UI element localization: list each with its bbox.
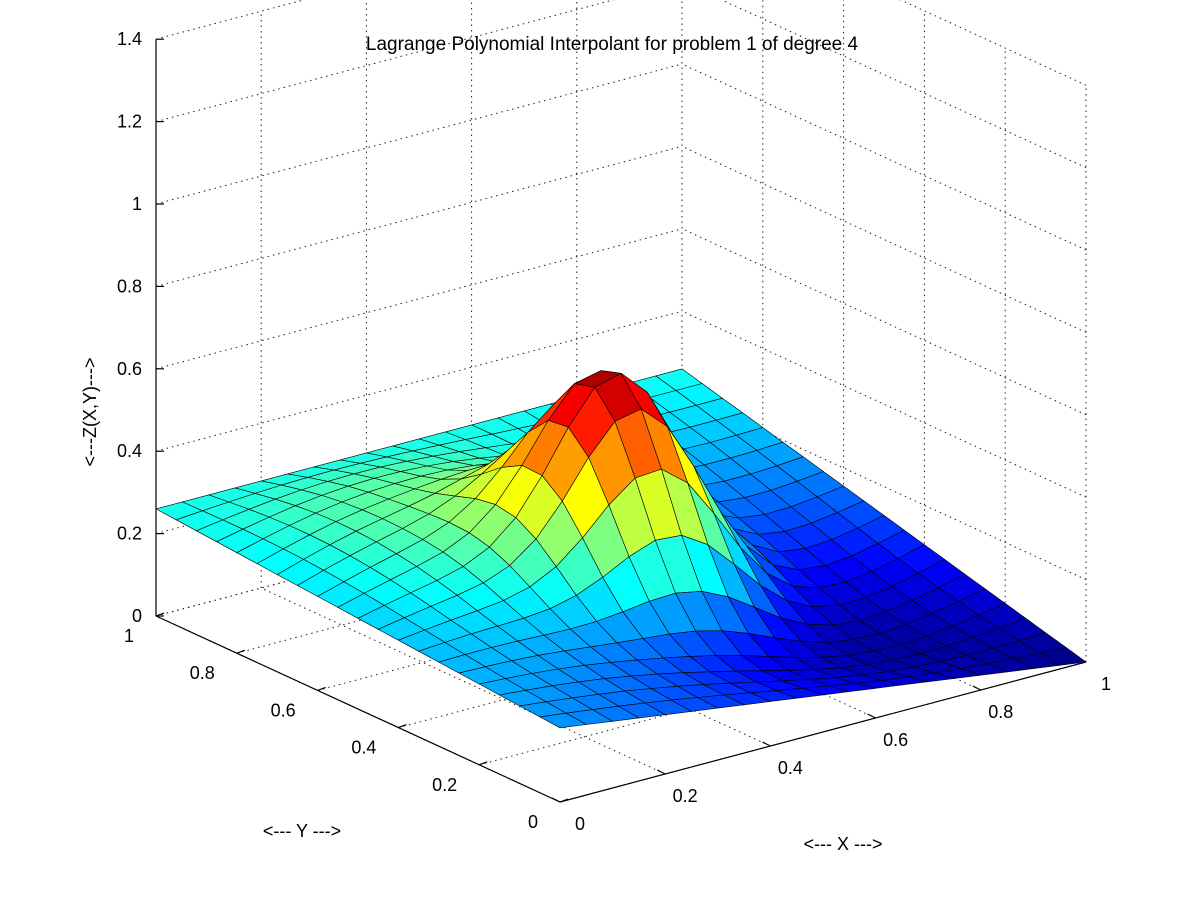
x-tick-label: 0.8 [988, 702, 1013, 722]
z-tick-label: 1 [132, 194, 142, 214]
x-tick-label: 1 [1101, 674, 1111, 694]
x-tick-mark [762, 741, 771, 747]
z-axis-label: <---Z(X,Y)---> [80, 358, 100, 467]
y-tick-mark [317, 686, 326, 691]
y-tick-mark [155, 612, 165, 617]
x-tick-mark [551, 797, 561, 803]
z-tick-label: 1.4 [117, 29, 142, 49]
x-tick-mark [972, 685, 982, 691]
chart-title: Lagrange Polynomial Interpolant for prob… [366, 34, 859, 55]
y-tick-label: 0 [528, 812, 538, 832]
z-tick-label: 0.4 [117, 441, 142, 461]
axes-lines [155, 38, 1087, 803]
x-tick-label: 0.2 [673, 786, 698, 806]
x-axis-line [559, 661, 1087, 803]
y-tick-mark [478, 761, 488, 766]
x-tick-label: 0.6 [883, 730, 908, 750]
x-tick-mark [656, 769, 666, 775]
y-tick-label: 0.4 [351, 738, 376, 758]
y-tick-mark [236, 649, 246, 654]
y-tick-label: 0.2 [432, 775, 457, 795]
y-tick-mark [559, 798, 569, 803]
z-tick-label: 0.6 [117, 359, 142, 379]
x-axis-label: <--- X ---> [804, 834, 883, 854]
x-tick-label: 0 [575, 814, 585, 834]
x-tick-label: 0.4 [778, 758, 803, 778]
y-tick-label: 1 [124, 626, 134, 646]
surface-mesh [155, 368, 1087, 729]
z-tick-label: 1.2 [117, 112, 142, 132]
tick-labels: 00.20.40.60.811.21.400.20.40.60.8100.20.… [117, 29, 1111, 834]
surface-facet [539, 712, 587, 729]
y-tick-label: 0.6 [271, 700, 296, 720]
y-tick-mark [398, 724, 407, 729]
y-tick-label: 0.8 [190, 663, 215, 683]
z-tick-label: 0.8 [117, 276, 142, 296]
y-axis-label: <--- Y ---> [263, 821, 341, 841]
z-tick-label: 0 [132, 606, 142, 626]
z-tick-label: 0.2 [117, 524, 142, 544]
y-axis-line [155, 615, 561, 803]
x-tick-mark [867, 713, 876, 719]
